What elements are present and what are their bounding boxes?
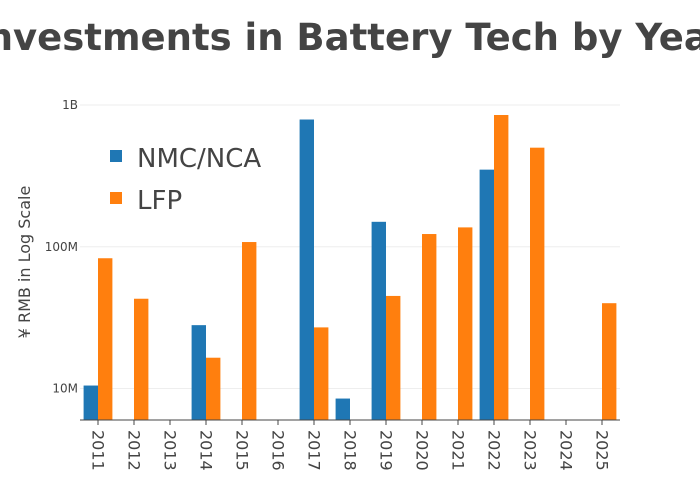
y-tick-label: 10M	[52, 382, 78, 396]
bar-nmc-nca-2019	[371, 221, 386, 420]
bar-nmc-nca-2011	[83, 385, 98, 420]
x-tick-label: 2025	[593, 430, 612, 471]
bar-lfp-2023	[530, 147, 545, 421]
bar-nmc-nca-2022	[479, 169, 494, 420]
x-tick-label: 2023	[521, 430, 540, 471]
legend-swatch	[110, 192, 122, 204]
x-tick-label: 2021	[449, 430, 468, 471]
y-tick-label: 1B	[62, 98, 78, 112]
legend-label: NMC/NCA	[137, 144, 261, 174]
x-tick-label: 2018	[341, 430, 360, 471]
bar-lfp-2014	[206, 357, 221, 420]
x-tick-label: 2022	[485, 430, 504, 471]
bar-nmc-nca-2014	[191, 325, 206, 420]
x-tick-label: 2017	[305, 430, 324, 471]
bar-lfp-2011	[98, 258, 113, 420]
bar-nmc-nca-2017	[299, 119, 314, 421]
x-tick-label: 2019	[377, 430, 396, 471]
y-axis-label: ¥ RMB in Log Scale	[15, 186, 34, 339]
legend-label: LFP	[137, 186, 182, 216]
legend: NMC/NCA LFP	[110, 144, 261, 216]
x-tick-label: 2020	[413, 430, 432, 471]
bar-nmc-nca-2018	[335, 398, 350, 420]
x-axis-ticks: 2011 2012 2013 2014 2015 2016 2017 2018 2019 2020…	[89, 420, 612, 471]
bar-lfp-2012	[134, 298, 149, 420]
legend-swatch	[110, 150, 122, 162]
bar-lfp-2025	[602, 303, 617, 420]
x-tick-label: 2013	[161, 430, 180, 471]
y-tick-label: 100M	[45, 240, 78, 254]
bar-lfp-2022	[494, 115, 509, 421]
bar-lfp-2019	[386, 295, 401, 420]
x-tick-label: 2011	[89, 430, 108, 471]
x-tick-label: 2012	[125, 430, 144, 471]
x-tick-label: 2015	[233, 430, 252, 471]
x-tick-label: 2024	[557, 430, 576, 471]
bar-lfp-2021	[458, 227, 473, 420]
y-axis-ticks: 10M 100M 1B	[45, 98, 78, 396]
bars	[83, 115, 617, 421]
chart-title: Investments in Battery Tech by Year	[0, 16, 700, 59]
bar-lfp-2015	[242, 242, 257, 420]
bar-lfp-2020	[422, 234, 437, 420]
x-tick-label: 2016	[269, 430, 288, 471]
x-tick-label: 2014	[197, 430, 216, 471]
bar-lfp-2017	[314, 327, 329, 420]
